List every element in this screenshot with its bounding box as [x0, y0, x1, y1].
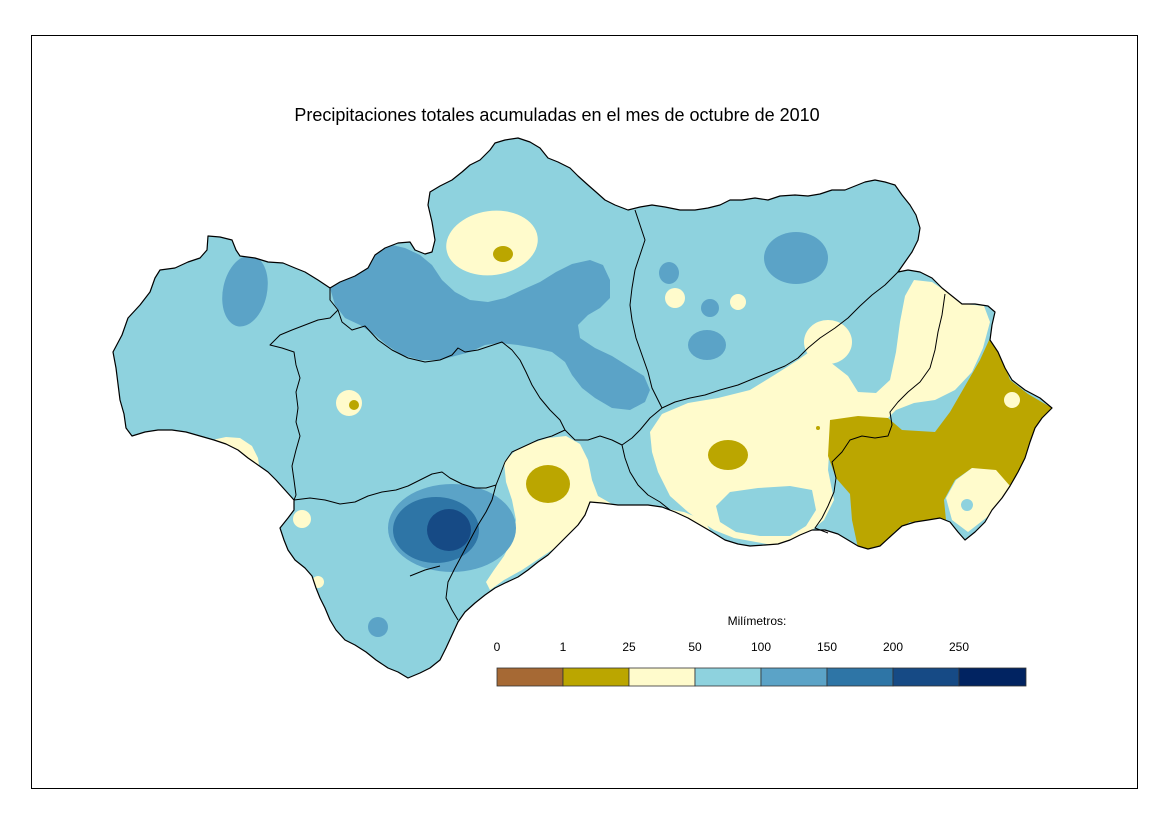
legend-title: Milímetros:	[728, 614, 787, 628]
zone-1-25-granada-spot	[708, 440, 748, 470]
border-cadiz-malaga	[445, 484, 497, 621]
legend-tick-label: 0	[494, 640, 501, 654]
zone-25-50-cadiz-spot	[293, 510, 311, 528]
border-granada-almeria	[814, 293, 946, 534]
zone-25-50-jaen-spot-2	[730, 294, 746, 310]
border-cordoba-south	[564, 407, 663, 446]
legend-bin	[826, 667, 894, 687]
legend-tick-label: 1	[560, 640, 567, 654]
legend-tick-label: 200	[883, 640, 903, 654]
border-malaga-granada	[621, 444, 671, 511]
border-huelva-sevilla	[269, 288, 339, 501]
map-frame	[31, 35, 1138, 789]
legend-bin	[628, 667, 696, 687]
zone-100-150-huelva	[222, 255, 268, 327]
zone-1-25-granada-dot	[816, 426, 820, 430]
zone-100-150-cadiz-spot	[368, 617, 388, 637]
border-sevilla-cadiz	[293, 471, 497, 505]
legend-bin	[760, 667, 828, 687]
zone-25-50-almeria-coast	[946, 468, 1010, 532]
zone-200-250-cadiz	[427, 509, 471, 551]
border-sevilla-cordoba	[337, 309, 566, 431]
zone-100-150-jaen-spot-2	[701, 299, 719, 317]
border-sevilla-malaga	[495, 429, 566, 486]
zone-50-100-almeria-spot	[961, 499, 973, 511]
zone-1-25-cordoba-spot	[493, 246, 513, 262]
zone-100-150-jaen	[764, 232, 828, 284]
legend-tick-label: 250	[949, 640, 969, 654]
legend-tick-label: 150	[817, 640, 837, 654]
zone-100-150-cordoba-sevilla	[330, 245, 650, 410]
province-borders	[269, 209, 946, 621]
andalusia-outline	[112, 137, 1053, 679]
border-jaen-granada	[661, 271, 899, 409]
legend-bin	[496, 667, 564, 687]
legend: Milímetros: 0 1 25 50 100 150 200 250	[494, 614, 1027, 687]
legend-tick-label: 100	[751, 640, 771, 654]
border-cadiz-inner	[409, 565, 441, 577]
zone-1-25-malaga-spot	[526, 465, 570, 503]
legend-bin	[958, 667, 1027, 687]
legend-bin	[892, 667, 960, 687]
zone-1-25-sevilla-spot	[349, 400, 359, 410]
zone-50-100-granada-coast	[716, 486, 816, 536]
zone-1-25-almeria	[828, 318, 1052, 550]
zone-25-50-granada-almeria	[650, 280, 990, 546]
zone-25-50-almeria-spot	[1004, 392, 1020, 408]
zone-100-150-jaen-spot	[659, 262, 679, 284]
map-title: Precipitaciones totales acumuladas en el…	[294, 105, 819, 125]
zone-100-150-jaen-spot-3	[688, 330, 726, 360]
zone-25-50-jaen-east	[804, 320, 852, 364]
legend-bin	[694, 667, 762, 687]
zone-25-50-cordoba-north	[446, 210, 538, 276]
legend-bin	[562, 667, 630, 687]
legend-tick-label: 50	[688, 640, 702, 654]
border-cordoba-jaen	[629, 209, 663, 409]
zone-25-50-jaen-spot	[665, 288, 685, 308]
legend-tick-label: 25	[622, 640, 636, 654]
